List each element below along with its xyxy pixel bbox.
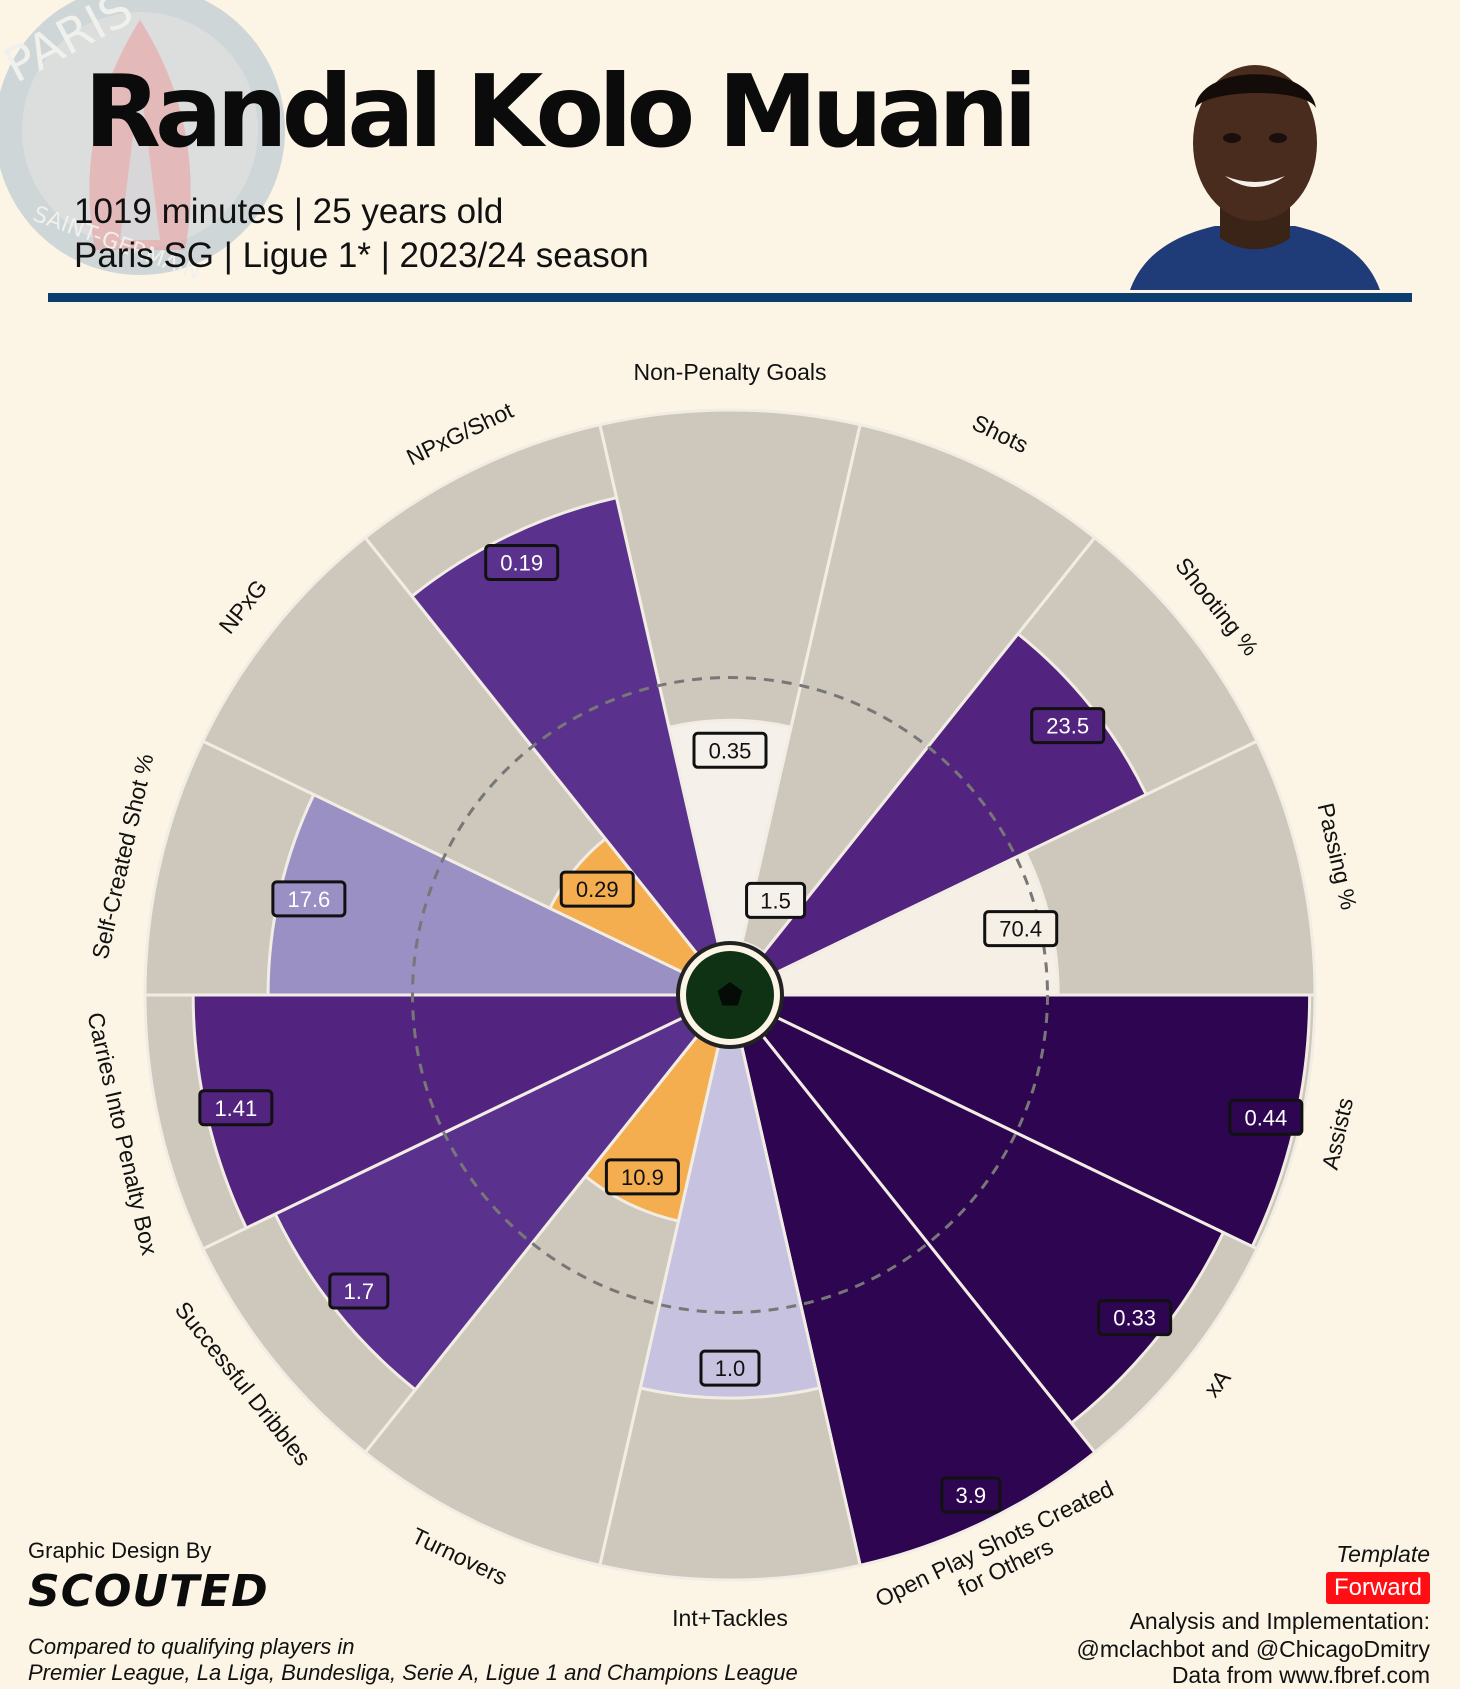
value-label: 10.9 — [621, 1165, 664, 1190]
data-source: Data from www.fbref.com — [1171, 1662, 1430, 1688]
template-label: Template — [1336, 1541, 1430, 1567]
metric-label: Passing % — [1313, 801, 1363, 913]
value-label-box — [699, 1349, 761, 1387]
metric-label: Non-Penalty Goals — [633, 359, 826, 385]
metric-label: xA — [1199, 1364, 1236, 1402]
metric-label-line: NPxG — [214, 574, 273, 638]
design-credit-label: Graphic Design By — [28, 1538, 212, 1563]
value-label: 1.0 — [715, 1356, 746, 1381]
ball-panel — [717, 982, 743, 1006]
value-label-box — [745, 881, 807, 919]
value-label-box — [484, 543, 560, 581]
scouted-logo: SCOUTED — [28, 1566, 269, 1617]
value-label: 0.29 — [576, 877, 619, 902]
player-name-title: Randal Kolo Muani — [84, 53, 1038, 170]
value-label: 0.44 — [1244, 1105, 1287, 1130]
metric-label-line: Int+Tackles — [672, 1605, 788, 1631]
metric-label: Assists — [1317, 1095, 1359, 1172]
header-divider — [48, 293, 1412, 302]
value-label-box — [198, 1089, 274, 1127]
value-label-box — [271, 880, 347, 918]
metric-label: Int+Tackles — [672, 1605, 788, 1631]
metric-label-line: Assists — [1317, 1095, 1359, 1172]
value-label-box — [604, 1158, 680, 1196]
analysis-authors: @mclachbot and @ChicagoDmitry — [1076, 1636, 1431, 1662]
comparison-note-line1: Compared to qualifying players in — [28, 1634, 355, 1659]
value-label-box — [1030, 707, 1106, 745]
minutes-age-line: 1019 minutes | 25 years old — [74, 192, 504, 231]
metric-label-line: xA — [1199, 1364, 1236, 1402]
value-label: 23.5 — [1046, 714, 1089, 739]
value-label: 0.33 — [1113, 1306, 1156, 1331]
value-label-box — [1097, 1299, 1173, 1337]
value-label: 70.4 — [999, 917, 1042, 942]
metric-label-line: Non-Penalty Goals — [633, 359, 826, 385]
template-badge: Forward — [1325, 1572, 1430, 1604]
value-label: 1.7 — [344, 1279, 375, 1304]
value-label-box — [1228, 1098, 1304, 1136]
club-league-season-line: Paris SG | Ligue 1* | 2023/24 season — [74, 236, 649, 275]
metric-label: Shots — [968, 409, 1032, 458]
value-label-box — [692, 731, 768, 769]
value-label-box — [328, 1272, 390, 1310]
value-label: 1.41 — [214, 1096, 257, 1121]
metric-label: NPxG — [214, 574, 273, 638]
value-label: 0.19 — [500, 550, 543, 575]
analysis-credit: Analysis and Implementation: — [1129, 1608, 1430, 1634]
metric-label-line: Passing % — [1313, 801, 1363, 913]
comparison-note-line2: Premier League, La Liga, Bundesliga, Ser… — [28, 1660, 798, 1685]
player-portrait — [1130, 65, 1380, 290]
value-label-box — [559, 870, 635, 908]
value-label-box — [940, 1476, 1002, 1514]
value-label: 0.35 — [709, 738, 752, 763]
club-crest-watermark: PARIS SAINT-GERMAIN — [0, 0, 285, 285]
value-label-box — [983, 910, 1059, 948]
value-label: 17.6 — [287, 887, 330, 912]
value-label: 1.5 — [760, 888, 791, 913]
value-label: 3.9 — [956, 1483, 987, 1508]
metric-label-line: Shots — [968, 409, 1032, 458]
reference-ring — [411, 676, 1049, 1314]
